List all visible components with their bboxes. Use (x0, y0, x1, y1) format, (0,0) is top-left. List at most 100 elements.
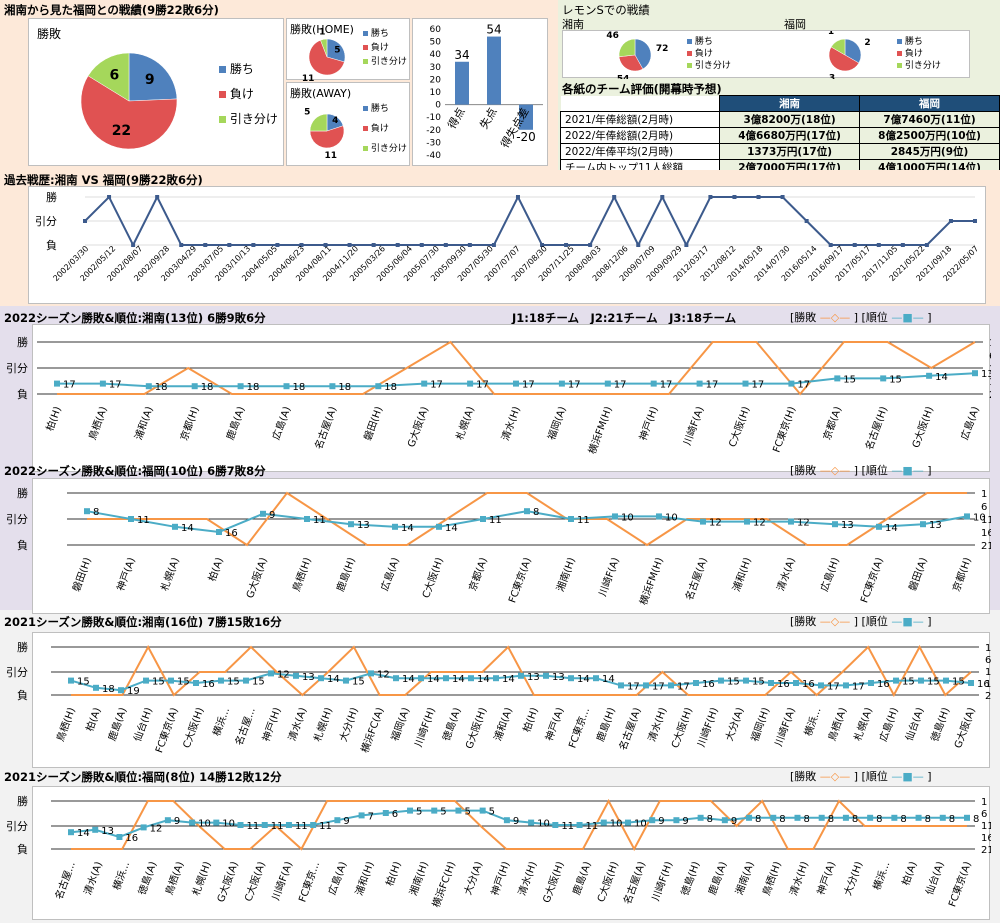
season-combo-chart: 勝161116211518191515161515121314151214141… (18, 640, 998, 755)
rank-label: 8 (949, 814, 955, 825)
legend-rank: ] [順位 (853, 464, 888, 477)
rank-point (431, 807, 438, 814)
rank-label: 15 (889, 374, 902, 385)
rank-label: 17 (706, 380, 719, 391)
rank-label: 9 (682, 816, 688, 827)
rank-point (436, 523, 442, 530)
rank-point (218, 677, 224, 684)
rank-label: 18 (384, 382, 397, 393)
rank-label: 14 (401, 523, 414, 534)
rank-point (68, 677, 74, 684)
rank-point (343, 677, 349, 684)
rank-point (794, 814, 801, 821)
opponent-label: 川崎F(A) (269, 859, 295, 901)
lemon-shonan-label: 湘南 (562, 18, 584, 31)
rank-point (392, 523, 398, 530)
opponent-label: 鳥栖(H) (290, 555, 314, 593)
rank-label: 18 (201, 382, 214, 393)
pie-slice (309, 113, 328, 132)
rank-point (443, 675, 449, 682)
data-label: 54 (486, 23, 501, 37)
opponent-label: 浦和(A) (132, 404, 156, 441)
rank-point (604, 380, 611, 387)
y-tick-label: -40 (426, 151, 441, 161)
rank-point (168, 677, 174, 684)
y-label: 負 (17, 843, 28, 856)
opponent-label: 清水(H) (645, 705, 669, 743)
rank-point (649, 817, 656, 824)
season-chart-box: 勝161116218111416911131414118111010121212… (18, 478, 994, 614)
rank-label: 16 (777, 679, 790, 690)
rank-point (972, 370, 978, 377)
rank-point (576, 822, 583, 828)
rank-point (593, 675, 599, 682)
lemon-pie-charts: 72 54 46 2 3 1 (606, 31, 870, 79)
history-point (419, 243, 424, 247)
rank-point (743, 677, 749, 684)
history-point (900, 243, 905, 247)
home-pie-legend: 勝ち 負け 引き分け (363, 27, 407, 69)
rank-label: 8 (900, 814, 906, 825)
legend-loss: 負け (219, 82, 278, 107)
rank-point (643, 682, 649, 689)
opponent-label: 京都(A) (820, 404, 844, 441)
data-label: -20 (516, 130, 536, 144)
season-combo-chart: 勝161116211413161291010111111119765555910… (18, 794, 994, 909)
opponent-label: 大分(A) (722, 705, 746, 742)
rank-point (68, 829, 74, 836)
rank-tick: 21 (981, 541, 991, 552)
pie-label: 2 (864, 38, 870, 48)
rank-label: 10 (634, 819, 647, 830)
rank-label: 8 (803, 814, 809, 825)
history-point (179, 243, 184, 247)
pie-label: 11 (324, 151, 337, 161)
opponent-label: 湘南(H) (554, 555, 578, 593)
rank-label: 15 (252, 677, 265, 688)
rank-label: 17 (614, 380, 627, 391)
rank-point (334, 817, 341, 824)
season-title: 2022シーズン勝敗&順位:湘南(13位) 6勝9敗6分 (4, 311, 266, 325)
rank-label: 8 (779, 814, 785, 825)
opponent-label: 名古屋(A) (621, 859, 649, 905)
rank-point (744, 518, 750, 525)
pie-slice (87, 52, 130, 102)
rank-point (268, 670, 274, 677)
lemon-pies-box: 72 54 46 2 3 1 勝ち 負け 引き分け 勝ち 負け 引き分け (562, 30, 970, 79)
result-line (57, 340, 976, 396)
rank-point (843, 682, 849, 689)
opponent-label: 横浜... (110, 860, 132, 892)
rank-point (216, 529, 222, 535)
rank-label: 12 (753, 518, 766, 529)
rank-point (329, 383, 336, 390)
rank-point (742, 380, 749, 387)
opponent-label: 福岡(A) (388, 705, 412, 742)
rank-point (891, 814, 898, 821)
opponent-label: 名古屋(A) (312, 404, 340, 450)
overall-pie-legend: 勝ち 負け 引き分け (219, 57, 278, 132)
opponent-label: G大阪(A) (404, 405, 431, 449)
rank-point (479, 807, 486, 814)
history-point (467, 243, 472, 247)
rank-line (70, 809, 967, 839)
goal-bar (519, 104, 533, 130)
season-title: 2021シーズン勝敗&順位:湘南(16位) 7勝15敗16分 (4, 615, 282, 629)
rank-label: 18 (102, 684, 115, 695)
rank-label: 11 (295, 821, 308, 832)
opponent-label: 横浜FC(H) (429, 859, 458, 909)
lemon-title: レモンSでの戦績 (562, 3, 650, 17)
rank-label: 5 (464, 807, 470, 818)
rank-point (700, 518, 706, 525)
overall-pie-chart: 9 22 6 (80, 52, 178, 150)
pie-slice (128, 52, 178, 102)
rank-label: 11 (577, 515, 590, 526)
rank-label: 13 (981, 369, 991, 380)
rank-tick: 11 (981, 515, 991, 526)
rank-label: 11 (319, 821, 332, 832)
opponent-label: 柏(A) (205, 555, 226, 583)
rank-tick: 1 (981, 797, 987, 808)
opponent-label: 徳島(H) (678, 859, 702, 897)
opponent-label: 川崎F(A) (772, 705, 798, 747)
rank-point (368, 670, 374, 677)
opponent-label: 浦和(A) (491, 705, 515, 742)
rank-point (189, 819, 196, 826)
